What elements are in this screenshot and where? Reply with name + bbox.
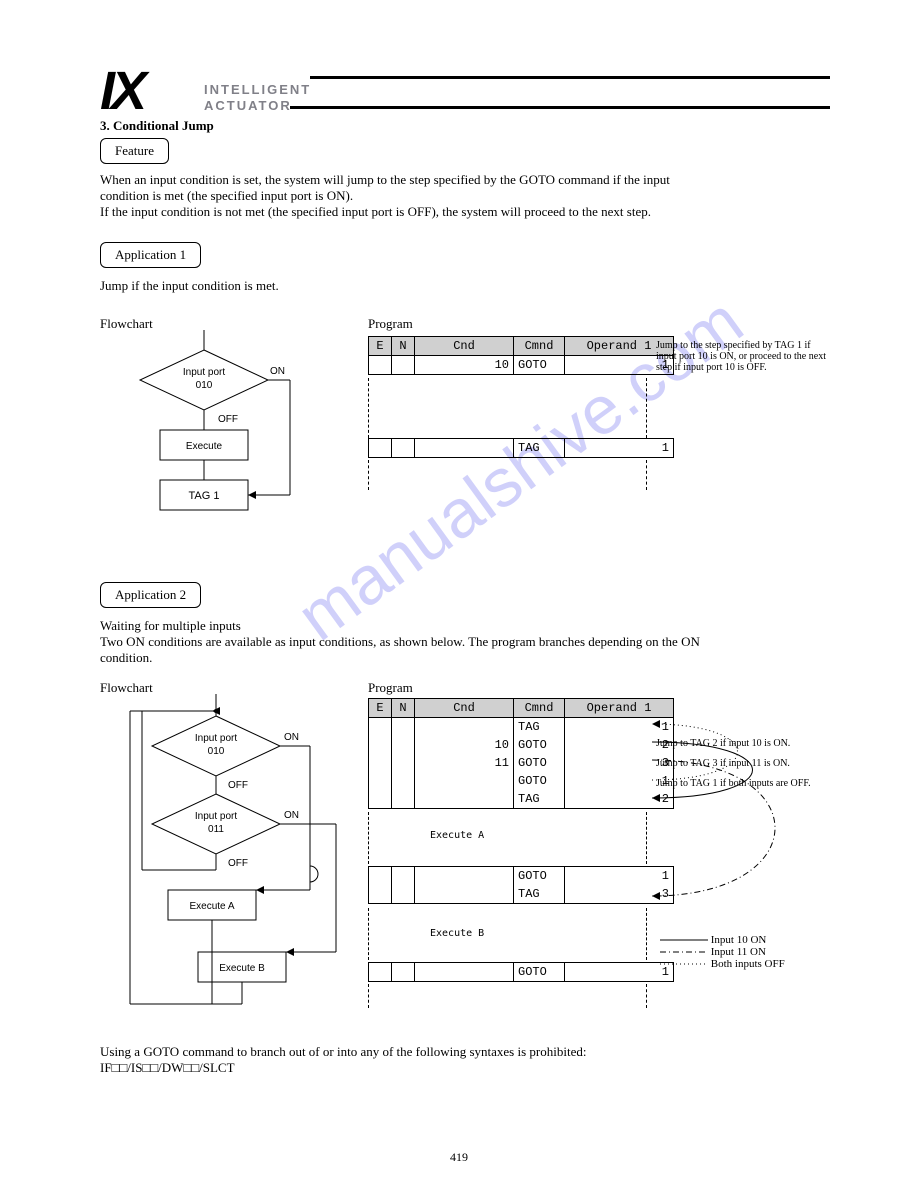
table-row: 10 GOTO 1 [369,356,674,375]
section-title: 3. Conditional Jump [100,118,214,134]
app2-desc3: condition. [100,650,152,666]
svg-text:Execute: Execute [186,441,223,452]
app2-flowchart: Input port 010 ON OFF Input port 011 ON … [96,694,356,1034]
feature-label: Feature [100,138,169,164]
app2-note1: Jump to TAG 2 if input 10 is ON. [656,738,790,749]
table-row: TAG 2 [369,790,674,809]
app2-table: E N Cnd Cmnd Operand 1 TAG 1 10 GOTO 2 1… [368,698,674,809]
legend: Input 10 ON Input 11 ON Both inputs OFF [660,934,785,970]
table-row: TAG 1 [369,439,674,458]
table-row: TAG 1 [369,718,674,737]
app2-table-b: GOTO 1 TAG 3 [368,866,674,904]
app2-note2: Jump to TAG 3 if input 11 is ON. [656,758,790,769]
svg-text:ON: ON [284,732,299,743]
logo-text: IX [100,60,143,122]
app2-desc2: Two ON conditions are available as input… [100,634,700,650]
app1-flowchart: Input port 010 OFF Execute TAG 1 ON [110,330,310,530]
feature-line1: When an input condition is set, the syst… [100,172,670,188]
app2-exec-b: Execute B [430,928,484,939]
col-n: N [392,337,415,356]
table-row: GOTO 1 [369,963,674,982]
app1-program-label: Program [368,316,413,332]
svg-text:OFF: OFF [228,780,248,791]
svg-text:Execute A: Execute A [189,901,234,912]
app2-exec-a: Execute A [430,830,484,841]
table-row: 11 GOTO 3 [369,754,674,772]
app1-table: E N Cnd Cmnd Operand 1 10 GOTO 1 [368,336,674,375]
feature-line3: If the input condition is not met (the s… [100,204,651,220]
svg-text:Input port: Input port [195,811,237,822]
table-row: GOTO 1 [369,772,674,790]
watermark: manualshive.com [238,249,802,688]
app1-note1: Jump to the step specified by TAG 1 if i… [656,340,826,373]
footer-note1: Using a GOTO command to branch out of or… [100,1044,586,1060]
app2-note3: Jump to TAG 1 if both inputs are OFF. [656,778,811,789]
svg-text:010: 010 [196,380,213,391]
svg-text:OFF: OFF [218,414,238,425]
svg-text:Execute B: Execute B [219,963,265,974]
col-e: E [369,337,392,356]
app1-label: Application 1 [100,242,201,268]
table-row: TAG 3 [369,885,674,904]
svg-text:ON: ON [284,810,299,821]
logo-sub-2: ACTUATOR [204,98,292,113]
app1-table-2: TAG 1 [368,438,674,458]
logo-sub-1: INTELLIGENT [204,82,311,97]
rule-bottom [290,106,830,109]
svg-text:011: 011 [208,824,224,835]
table-row: GOTO 1 [369,867,674,886]
legend-row: Both inputs OFF [660,958,785,970]
col-cnd: Cnd [415,337,514,356]
svg-text:OFF: OFF [228,858,248,869]
footer-note2: IF□□/IS□□/DW□□/SLCT [100,1060,235,1076]
app2-program-label: Program [368,680,413,696]
app2-table-c: GOTO 1 [368,962,674,982]
app1-desc: Jump if the input condition is met. [100,278,279,294]
svg-text:010: 010 [208,746,225,757]
app2-desc1: Waiting for multiple inputs [100,618,241,634]
feature-line2: condition is met (the specified input po… [100,188,353,204]
col-cmnd: Cmnd [514,337,565,356]
svg-text:ON: ON [270,366,285,377]
svg-text:Input port: Input port [195,733,237,744]
page-number: 419 [0,1150,918,1165]
svg-text:Input port: Input port [183,367,225,378]
legend-row: Input 10 ON [660,934,785,946]
app2-label: Application 2 [100,582,201,608]
table-row: 10 GOTO 2 [369,736,674,754]
legend-row: Input 11 ON [660,946,785,958]
svg-text:TAG 1: TAG 1 [189,490,220,502]
rule-top [310,76,830,79]
